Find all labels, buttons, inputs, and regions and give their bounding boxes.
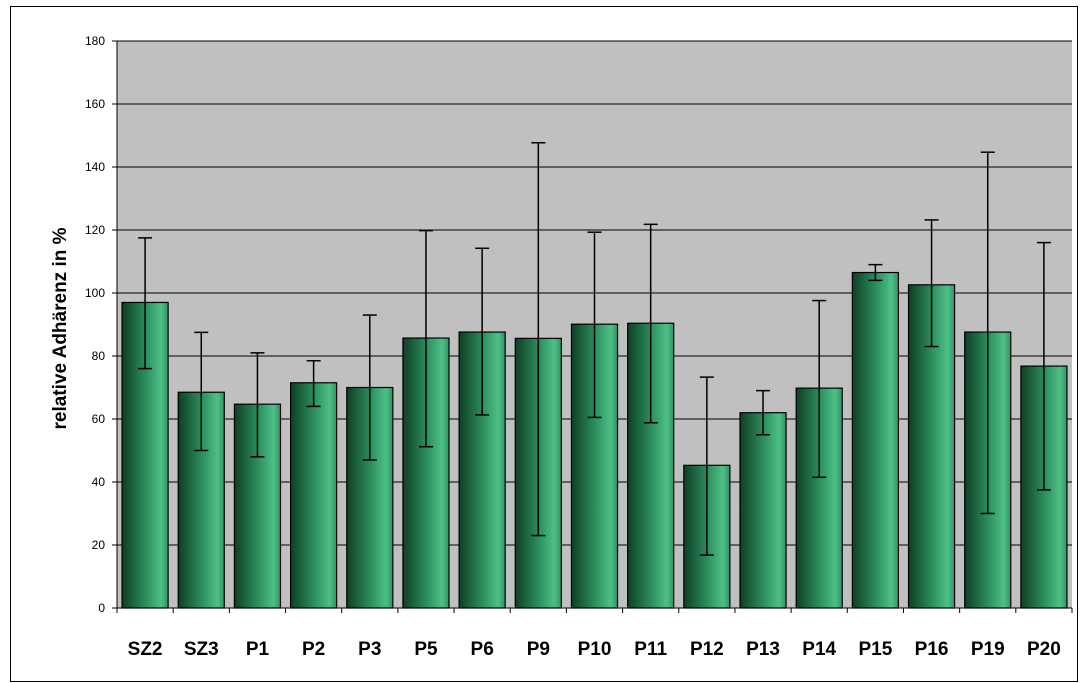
- y-tick-label: 60: [92, 412, 106, 426]
- x-category-label: SZ3: [184, 639, 219, 660]
- x-category-label: P1: [246, 639, 270, 660]
- x-category-label: P13: [746, 639, 780, 660]
- y-tick-label: 0: [98, 601, 105, 615]
- bar-p13: [739, 412, 787, 609]
- x-category-label: P16: [915, 639, 949, 660]
- y-tick-label: 80: [92, 349, 106, 363]
- y-tick-label: 180: [85, 34, 105, 48]
- x-category-label: P14: [802, 639, 836, 660]
- x-category-label: P5: [414, 639, 438, 660]
- y-tick-label: 140: [85, 160, 105, 174]
- y-tick-label: 100: [85, 286, 105, 300]
- x-category-label: P2: [302, 639, 325, 660]
- bar-p15: [851, 271, 900, 609]
- y-tick-label: 120: [85, 223, 105, 237]
- y-axis-label: relative Adhärenz in %: [50, 227, 71, 429]
- x-category-label: SZ2: [128, 639, 163, 660]
- x-category-label: P11: [634, 639, 667, 660]
- y-tick-label: 40: [92, 475, 106, 489]
- y-tick-label: 160: [85, 97, 105, 111]
- x-category-label: P12: [690, 639, 724, 660]
- bar-p2: [289, 382, 338, 609]
- y-tick-label: 20: [92, 538, 106, 552]
- x-category-label: P19: [971, 639, 1005, 660]
- x-category-label: P6: [471, 639, 494, 660]
- x-category-label: P10: [578, 639, 612, 660]
- x-category-label: P20: [1027, 639, 1061, 660]
- x-category-label: P15: [858, 639, 892, 660]
- x-category-label: P9: [527, 639, 550, 660]
- x-category-label: P3: [358, 639, 381, 660]
